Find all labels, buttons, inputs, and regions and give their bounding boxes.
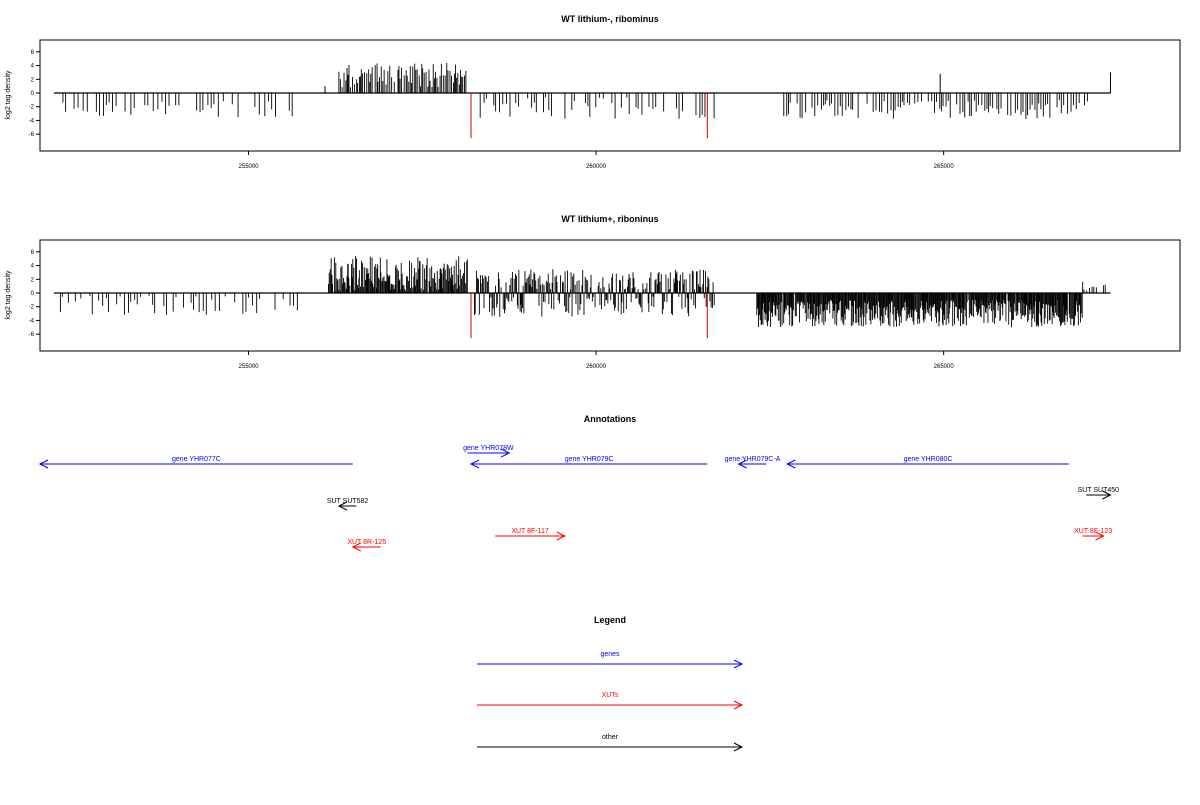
panel-lithium-minus: WT lithium-, ribominus log2 tag density … xyxy=(5,14,1181,170)
feature-arrow: XUT 8F-117 xyxy=(495,528,566,541)
panel-title: WT lithium+, riboninus xyxy=(561,214,658,224)
legend-item: genes xyxy=(477,651,744,669)
plot-frame xyxy=(39,239,1181,352)
y-tick-label: -2 xyxy=(29,305,35,311)
y-tick-label: 0 xyxy=(31,91,35,97)
feature-arrow: gene YHR077C xyxy=(38,456,353,469)
axes-group: -6 -4 -2 0 2 4 6 255000 260000 265000 xyxy=(29,50,955,170)
x-tick-label: 255000 xyxy=(239,164,260,170)
legend-label: other xyxy=(602,734,619,741)
y-tick-label: 2 xyxy=(31,77,35,83)
y-axis-label: log2 tag density xyxy=(5,70,12,120)
feature-arrow: XUT 8R-125 xyxy=(347,539,386,552)
feature-arrow: SUT SUT582 xyxy=(327,498,369,511)
x-tick-label: 260000 xyxy=(586,164,607,170)
y-tick-label: -4 xyxy=(29,118,35,124)
y-tick-label: -6 xyxy=(29,132,35,138)
legend-label: genes xyxy=(600,651,620,658)
y-tick-label: 6 xyxy=(31,50,35,56)
bars-group xyxy=(53,62,1111,139)
panel-lithium-plus: WT lithium+, riboninus log2 tag density … xyxy=(5,214,1181,370)
feature-label: gene YHR077C xyxy=(172,456,221,463)
feature-label: gene YHR079C-A xyxy=(725,456,781,463)
feature-label: SUT SUT450 xyxy=(1078,487,1120,494)
y-tick-label: 4 xyxy=(31,264,35,270)
legend-title: Legend xyxy=(594,615,626,625)
legend-item: XUTs xyxy=(477,692,744,710)
y-tick-label: -6 xyxy=(29,332,35,338)
x-tick-label: 265000 xyxy=(934,364,955,370)
legend-panel: Legend genes XUTs other xyxy=(477,615,744,752)
feature-arrow: gene YHR080C xyxy=(786,456,1069,469)
feature-label: XUT 8F-123 xyxy=(1074,528,1112,535)
y-tick-label: 6 xyxy=(31,250,35,256)
annotations-title: Annotations xyxy=(584,414,637,424)
y-tick-label: 2 xyxy=(31,277,35,283)
x-tick-label: 255000 xyxy=(239,364,260,370)
bars-group xyxy=(53,256,1111,339)
axes-group: -6 -4 -2 0 2 4 6 255000 260000 265000 xyxy=(29,250,955,370)
legend-items: genes XUTs other xyxy=(477,651,744,752)
plot-frame xyxy=(39,39,1181,152)
feature-label: gene YHR080C xyxy=(904,456,953,463)
x-tick-label: 260000 xyxy=(586,364,607,370)
y-tick-label: 4 xyxy=(31,64,35,70)
y-tick-label: -4 xyxy=(29,318,35,324)
feature-label: SUT SUT582 xyxy=(327,498,369,505)
annotation-features: gene YHR077C gene YHR078W gene YHR079C gene… xyxy=(38,445,1120,552)
feature-label: XUT 8R-125 xyxy=(347,539,386,546)
feature-label: XUT 8F-117 xyxy=(511,528,549,535)
y-tick-label: -2 xyxy=(29,105,35,111)
legend-item: other xyxy=(477,734,744,752)
feature-label: gene YHR079C xyxy=(565,456,614,463)
x-tick-label: 265000 xyxy=(934,164,955,170)
panel-title: WT lithium-, ribominus xyxy=(561,14,659,24)
feature-arrow: gene YHR079C xyxy=(469,456,708,469)
y-axis-label: log2 tag density xyxy=(5,270,12,320)
feature-arrow: SUT SUT450 xyxy=(1078,487,1120,500)
feature-arrow: gene YHR078W xyxy=(463,445,514,458)
feature-label: gene YHR078W xyxy=(463,445,514,452)
y-tick-label: 0 xyxy=(31,291,35,297)
legend-label: XUTs xyxy=(602,692,619,699)
feature-arrow: XUT 8F-123 xyxy=(1074,528,1112,541)
feature-arrow: gene YHR079C-A xyxy=(725,456,781,469)
